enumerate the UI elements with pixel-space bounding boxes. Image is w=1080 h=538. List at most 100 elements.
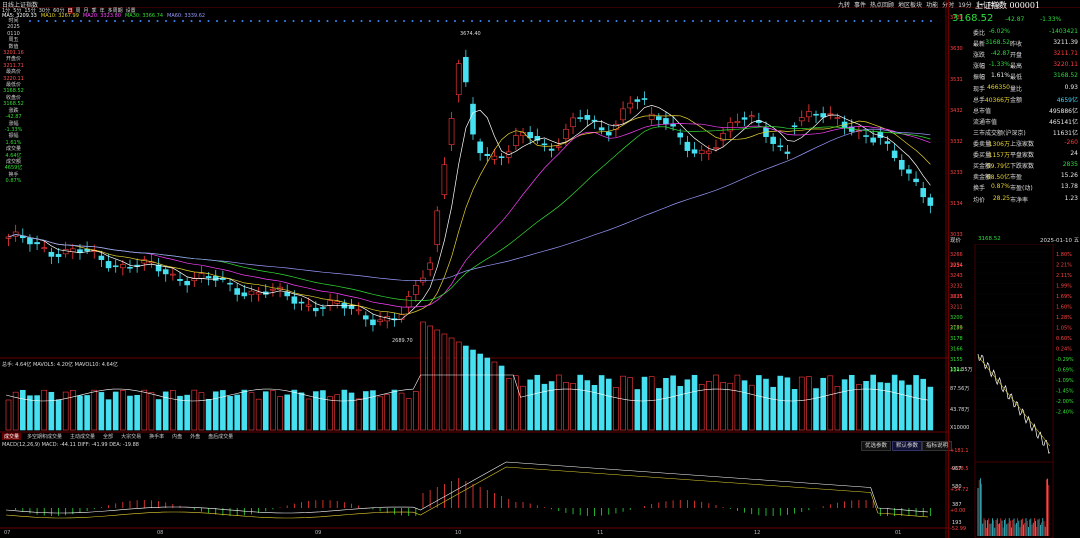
indicator-tab-2[interactable]: 主动成交量 (70, 434, 96, 440)
candle (312, 307, 319, 312)
quote-label: 下跌家数 (1010, 163, 1035, 171)
volume-bar (370, 390, 376, 431)
signal-dot (318, 20, 320, 22)
candle (920, 188, 927, 198)
candle (798, 117, 805, 122)
volume-bar (713, 374, 719, 431)
info-line: 数值 (8, 43, 19, 50)
indicator-tab-8[interactable]: 盘后成交量 (208, 434, 234, 440)
top-tool-0[interactable]: 九转 (838, 2, 851, 9)
volume-bar (913, 375, 919, 431)
period-tab-10[interactable]: 多周期 (107, 8, 123, 14)
volume-bar (105, 399, 112, 431)
signal-dot (54, 20, 57, 22)
indicator-help-button[interactable]: 指标说明 (922, 441, 953, 451)
period-tab-11[interactable]: 设置 (125, 8, 136, 14)
top-tool-1[interactable]: 事件 (854, 2, 867, 9)
volume-bar (384, 394, 391, 431)
volume-tick: 43.78万 (950, 407, 970, 413)
quote-label: 买金额 (973, 163, 992, 171)
quote-row: 总市值 495886亿 (948, 106, 1080, 117)
period-tab-4[interactable]: 60分 (53, 8, 65, 14)
top-tool-4[interactable]: 功能 (926, 2, 939, 9)
candle (448, 118, 455, 145)
candle (155, 264, 162, 272)
optimal-params-button[interactable]: 优选参数 (861, 441, 892, 451)
quote-value: 4659亿 (1056, 96, 1078, 104)
quote-value: -260 (1064, 139, 1078, 146)
indicator-tab-5[interactable]: 换手率 (149, 434, 165, 440)
intraday-chart[interactable]: 3266 3254 3243 3232 3221 3211 3200 3189 3178 3166… (948, 244, 1080, 538)
volume-bar (777, 375, 784, 431)
signal-dot (768, 20, 771, 22)
volume-bar (448, 337, 455, 431)
indicator-tab-0[interactable]: 成交量 (2, 433, 22, 440)
signal-dot (743, 20, 745, 22)
info-line: 涨幅 (8, 120, 19, 127)
x-tick: 11 (597, 530, 604, 536)
default-params-button[interactable]: 默认参数 (892, 441, 923, 451)
volume-bar (420, 321, 426, 431)
period-tab-2[interactable]: 15分 (24, 8, 36, 14)
intraday-price-label: 现价 (950, 238, 962, 244)
signal-dot (403, 20, 405, 22)
period-tab-3[interactable]: 30分 (38, 8, 51, 14)
volume-bar (520, 385, 526, 431)
candle (212, 275, 219, 281)
indicator-tab-1[interactable]: 多空期积成交量 (27, 434, 63, 440)
volume-bar (277, 396, 283, 431)
period-tab-1[interactable]: 5分 (13, 8, 22, 14)
indicator-tab-6[interactable]: 内盘 (172, 434, 183, 440)
crosshair-info-panel: 时间 2025 0110 周五 数值 3201.16 开盘价 3211.71 最高价 3220.1… (0, 18, 27, 208)
intraday-vol-tick: 387 (952, 502, 962, 508)
indicator-tab-4[interactable]: 大宗交易 (121, 434, 142, 440)
volume-bar (706, 381, 712, 431)
period-tab-7[interactable]: 月 (83, 8, 89, 14)
volume-bar (620, 375, 626, 431)
indicator-tab-3[interactable]: 全部 (103, 434, 114, 440)
volume-bar (248, 392, 255, 431)
info-line: 时间 (8, 18, 19, 24)
candle (898, 159, 905, 170)
quote-row: 三市成交额(沪深京) 11631亿 (948, 128, 1080, 139)
indicator-tab-7[interactable]: 外盘 (190, 434, 201, 440)
volume-bar (634, 389, 641, 431)
candle (434, 210, 441, 245)
quote-row: 流通市值 465141亿 (948, 117, 1080, 128)
top-tool-2[interactable]: 热点回顾 (870, 2, 895, 9)
signal-dot (292, 20, 295, 22)
price-change: -42.87 (1005, 16, 1025, 23)
info-line: 1.61% (5, 139, 22, 146)
signal-dot (301, 20, 303, 22)
top-tool-6[interactable]: 19分 (958, 2, 972, 9)
info-line: 涨跌 (8, 107, 19, 114)
volume-bar (648, 376, 655, 431)
candle (870, 137, 876, 143)
period-tab-6[interactable]: 周 (75, 8, 81, 14)
candle (405, 296, 412, 308)
volume-bar (727, 382, 734, 431)
period-tab-0[interactable]: 1分 (2, 8, 11, 14)
top-tool-8[interactable]: 持仓 (988, 2, 1001, 9)
quote-label: 市净率 (1010, 196, 1029, 204)
x-tick: 08 (157, 530, 164, 536)
quote-value: 3211.71 (1053, 50, 1078, 58)
candle (791, 125, 798, 128)
quote-value: 0.87% (990, 183, 1010, 191)
period-tab-8[interactable]: 季 (91, 8, 97, 14)
kline-chart[interactable] (0, 0, 948, 538)
signal-dot (445, 20, 448, 22)
period-tab-5[interactable]: 日 (67, 7, 73, 14)
signal-dot (683, 20, 686, 22)
volume-bar (62, 391, 69, 431)
top-tool-3[interactable]: 地区板块 (898, 2, 923, 9)
volume-legend: 总手: 4.64亿 MAVOL5: 4.20亿 MAVOL10: 4.64亿 (2, 362, 118, 368)
volume-bar (677, 386, 684, 431)
ma-legend-1: MA10: 3267.99 (40, 13, 79, 19)
quote-value: 1157万 (988, 152, 1010, 160)
ma-line (8, 105, 931, 321)
top-tool-7[interactable]: 1+ (975, 2, 985, 9)
volume-bar (641, 376, 648, 431)
volume-bar (48, 391, 55, 431)
period-tab-9[interactable]: 年 (99, 8, 105, 14)
